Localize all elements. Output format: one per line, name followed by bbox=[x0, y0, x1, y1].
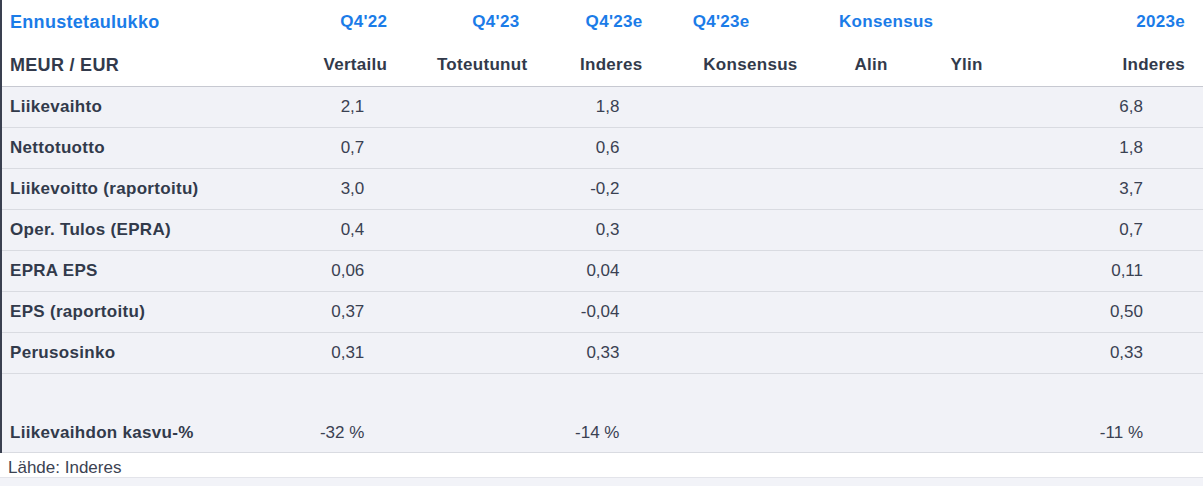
header-2023e: 2023e bbox=[985, 0, 1203, 44]
header-row-primary: Ennustetaulukko Q4'22 Q4'23 Q4'23e Q4'23… bbox=[1, 0, 1203, 44]
subheader-konsensus: Konsensus bbox=[645, 44, 800, 87]
row-label: Oper. Tulos (EPRA) bbox=[1, 210, 299, 251]
cell-q423e-inderes: 0,04 bbox=[529, 251, 644, 292]
table-body: Liikevaihto 2,1 1,8 6,8 Nettotuotto 0,7 … bbox=[1, 87, 1203, 453]
cell-ylin bbox=[890, 251, 985, 292]
subheader-toteutunut: Toteutunut bbox=[389, 44, 529, 87]
forecast-table-page: Ennustetaulukko Q4'22 Q4'23 Q4'23e Q4'23… bbox=[0, 0, 1203, 486]
cell-alin bbox=[800, 251, 890, 292]
row-label: EPRA EPS bbox=[1, 251, 299, 292]
table-row-perusosinko: Perusosinko 0,31 0,33 0,33 bbox=[1, 333, 1203, 374]
row-label: Perusosinko bbox=[1, 333, 299, 374]
cell-ylin bbox=[890, 210, 985, 251]
cell-2023e: 3,7 bbox=[985, 169, 1203, 210]
header-row-secondary: MEUR / EUR Vertailu Toteutunut Inderes K… bbox=[1, 44, 1203, 87]
cell-ylin bbox=[890, 414, 985, 453]
cell-2023e: 0,7 bbox=[985, 210, 1203, 251]
subheader-vertailu: Vertailu bbox=[299, 44, 389, 87]
cell-2023e: 0,11 bbox=[985, 251, 1203, 292]
cell-alin bbox=[800, 414, 890, 453]
header-q4-23e-konsensus: Q4'23e bbox=[645, 0, 800, 44]
subheader-alin: Alin bbox=[800, 44, 890, 87]
table-row-liikevaihto: Liikevaihto 2,1 1,8 6,8 bbox=[1, 87, 1203, 128]
cell-alin bbox=[800, 169, 890, 210]
cell-q423e-inderes: 0,6 bbox=[529, 128, 644, 169]
cell-2023e: 6,8 bbox=[985, 87, 1203, 128]
cell-alin bbox=[800, 333, 890, 374]
cell-2023e: -11 % bbox=[985, 414, 1203, 453]
cell-q423 bbox=[389, 414, 529, 453]
table-header: Ennustetaulukko Q4'22 Q4'23 Q4'23e Q4'23… bbox=[1, 0, 1203, 87]
cell-ylin bbox=[890, 292, 985, 333]
table-row-oper-tulos: Oper. Tulos (EPRA) 0,4 0,3 0,7 bbox=[1, 210, 1203, 251]
subheader-ylin: Ylin bbox=[890, 44, 985, 87]
cell-q423e-inderes: 0,33 bbox=[529, 333, 644, 374]
cell-q422: 0,4 bbox=[299, 210, 389, 251]
cell-q422: 0,31 bbox=[299, 333, 389, 374]
cell-ylin bbox=[890, 169, 985, 210]
row-label: Liikevoitto (raportoitu) bbox=[1, 169, 299, 210]
header-konsensus-group: Konsensus bbox=[800, 0, 985, 44]
row-label: EPS (raportoitu) bbox=[1, 292, 299, 333]
cell-q423e-konsensus bbox=[645, 169, 800, 210]
cell-2023e: 1,8 bbox=[985, 128, 1203, 169]
cell-q423 bbox=[389, 251, 529, 292]
cell-q423 bbox=[389, 333, 529, 374]
header-q4-23e-inderes: Q4'23e bbox=[529, 0, 644, 44]
cell-q423e-konsensus bbox=[645, 87, 800, 128]
subheader-inderes-q: Inderes bbox=[529, 44, 644, 87]
cell-q423e-inderes: 0,3 bbox=[529, 210, 644, 251]
cell-alin bbox=[800, 87, 890, 128]
cell-q423e-konsensus bbox=[645, 333, 800, 374]
cell-alin bbox=[800, 128, 890, 169]
table-row-eps: EPS (raportoitu) 0,37 -0,04 0,50 bbox=[1, 292, 1203, 333]
table-row-liikevaihdon-kasvu: Liikevaihdon kasvu-% -32 % -14 % -11 % bbox=[1, 414, 1203, 453]
cell-q423e-konsensus bbox=[645, 292, 800, 333]
forecast-table: Ennustetaulukko Q4'22 Q4'23 Q4'23e Q4'23… bbox=[0, 0, 1203, 453]
table-row-liikevoitto: Liikevoitto (raportoitu) 3,0 -0,2 3,7 bbox=[1, 169, 1203, 210]
header-q4-22: Q4'22 bbox=[299, 0, 389, 44]
cell-q422: 0,37 bbox=[299, 292, 389, 333]
bottom-strip bbox=[0, 477, 1203, 486]
cell-ylin bbox=[890, 333, 985, 374]
cell-q423e-inderes: 1,8 bbox=[529, 87, 644, 128]
table-title: Ennustetaulukko bbox=[1, 0, 299, 44]
cell-q423e-konsensus bbox=[645, 251, 800, 292]
table-row-epra-eps: EPRA EPS 0,06 0,04 0,11 bbox=[1, 251, 1203, 292]
row-label: Liikevaihdon kasvu-% bbox=[1, 414, 299, 453]
cell-2023e: 0,33 bbox=[985, 333, 1203, 374]
cell-ylin bbox=[890, 87, 985, 128]
cell-q423 bbox=[389, 210, 529, 251]
row-label: Liikevaihto bbox=[1, 87, 299, 128]
table-row-nettotuotto: Nettotuotto 0,7 0,6 1,8 bbox=[1, 128, 1203, 169]
cell-q423 bbox=[389, 87, 529, 128]
spacer-cell bbox=[1, 374, 1203, 415]
cell-q423e-inderes: -0,04 bbox=[529, 292, 644, 333]
cell-q423e-konsensus bbox=[645, 414, 800, 453]
table-row-spacer bbox=[1, 374, 1203, 415]
cell-q422: 2,1 bbox=[299, 87, 389, 128]
cell-q423e-inderes: -14 % bbox=[529, 414, 644, 453]
cell-q423e-konsensus bbox=[645, 210, 800, 251]
cell-q422: 3,0 bbox=[299, 169, 389, 210]
subheader-unit: MEUR / EUR bbox=[1, 44, 299, 87]
cell-alin bbox=[800, 210, 890, 251]
cell-q423e-inderes: -0,2 bbox=[529, 169, 644, 210]
cell-alin bbox=[800, 292, 890, 333]
subheader-inderes-y: Inderes bbox=[985, 44, 1203, 87]
header-q4-23: Q4'23 bbox=[389, 0, 529, 44]
cell-q423e-konsensus bbox=[645, 128, 800, 169]
cell-2023e: 0,50 bbox=[985, 292, 1203, 333]
row-label: Nettotuotto bbox=[1, 128, 299, 169]
cell-q423 bbox=[389, 169, 529, 210]
cell-q422: 0,7 bbox=[299, 128, 389, 169]
cell-q423 bbox=[389, 292, 529, 333]
cell-q422: 0,06 bbox=[299, 251, 389, 292]
cell-q423 bbox=[389, 128, 529, 169]
cell-q422: -32 % bbox=[299, 414, 389, 453]
cell-ylin bbox=[890, 128, 985, 169]
